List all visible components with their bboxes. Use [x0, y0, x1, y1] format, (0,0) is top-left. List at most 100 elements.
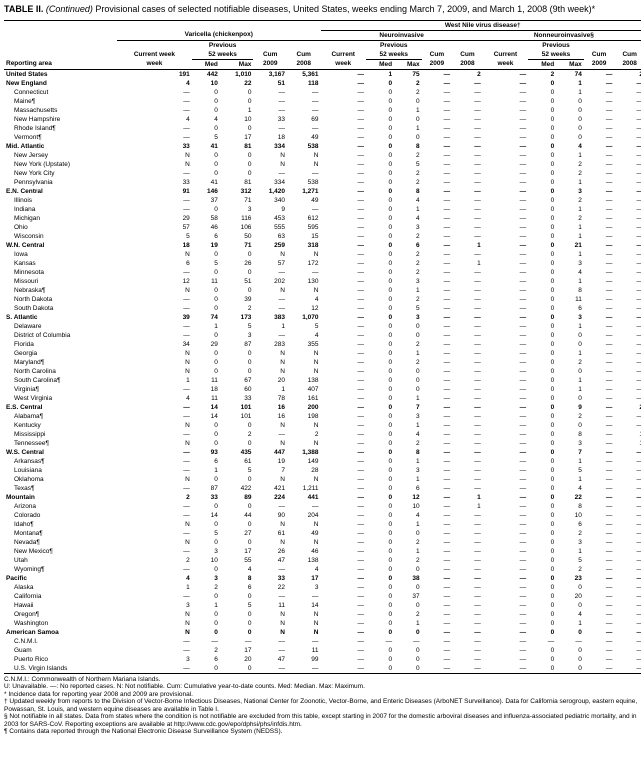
- data-cell: —: [422, 637, 453, 646]
- data-cell: 0: [366, 511, 394, 520]
- table-row: Maryland¶N00NN—02———02——: [4, 358, 641, 367]
- data-cell: N: [117, 520, 192, 529]
- data-cell: —: [452, 187, 483, 196]
- data-cell: —: [422, 556, 453, 565]
- data-cell: 37: [394, 592, 422, 601]
- data-cell: 5: [220, 466, 254, 475]
- col-max-2: Max: [394, 59, 422, 69]
- data-cell: N: [117, 619, 192, 628]
- data-cell: 0: [366, 151, 394, 160]
- data-cell: —: [422, 124, 453, 133]
- data-cell: N: [253, 151, 287, 160]
- data-cell: —: [321, 574, 366, 583]
- area-name: Ohio: [4, 223, 117, 232]
- data-cell: 0: [528, 349, 556, 358]
- area-name: Delaware: [4, 322, 117, 331]
- data-cell: 6: [556, 304, 584, 313]
- data-cell: —: [422, 205, 453, 214]
- data-cell: —: [452, 214, 483, 223]
- data-cell: 0: [192, 88, 220, 97]
- data-cell: —: [321, 421, 366, 430]
- data-cell: 0: [366, 115, 394, 124]
- data-cell: 0: [556, 340, 584, 349]
- data-cell: 75: [394, 69, 422, 79]
- data-cell: —: [422, 133, 453, 142]
- data-cell: 0: [366, 160, 394, 169]
- data-cell: 318: [287, 241, 321, 250]
- data-cell: 0: [528, 88, 556, 97]
- data-cell: —: [483, 250, 528, 259]
- data-cell: —: [483, 583, 528, 592]
- data-cell: N: [117, 610, 192, 619]
- data-cell: 0: [220, 502, 254, 511]
- area-name: Oklahoma: [4, 475, 117, 484]
- data-cell: 21: [556, 241, 584, 250]
- data-cell: 0: [366, 286, 394, 295]
- data-cell: —: [614, 88, 641, 97]
- data-cell: 0: [528, 664, 556, 674]
- area-name: W.S. Central: [4, 448, 117, 457]
- data-cell: 51: [220, 277, 254, 286]
- data-cell: 0: [366, 358, 394, 367]
- data-cell: 0: [366, 484, 394, 493]
- data-cell: —: [452, 430, 483, 439]
- data-cell: 0: [192, 169, 220, 178]
- data-cell: 26: [253, 547, 287, 556]
- data-cell: —: [287, 592, 321, 601]
- data-cell: —: [452, 349, 483, 358]
- data-cell: —: [422, 646, 453, 655]
- area-name: Pacific: [4, 574, 117, 583]
- data-cell: —: [253, 106, 287, 115]
- data-cell: 0: [366, 304, 394, 313]
- data-cell: 6: [394, 484, 422, 493]
- data-cell: 4: [192, 115, 220, 124]
- data-cell: —: [483, 439, 528, 448]
- data-cell: —: [422, 493, 453, 502]
- table-row: District of Columbia—03—4—00———00——: [4, 331, 641, 340]
- data-cell: —: [253, 331, 287, 340]
- table-title: TABLE II. (Continued) Provisional cases …: [4, 4, 641, 16]
- data-cell: 0: [528, 241, 556, 250]
- data-cell: —: [614, 268, 641, 277]
- data-cell: —: [452, 367, 483, 376]
- data-cell: —: [452, 385, 483, 394]
- data-cell: —: [321, 637, 366, 646]
- data-cell: 5,361: [287, 69, 321, 79]
- data-cell: —: [483, 97, 528, 106]
- area-name: Utah: [4, 556, 117, 565]
- data-cell: 67: [220, 376, 254, 385]
- data-cell: 0: [556, 133, 584, 142]
- area-name: Mountain: [4, 493, 117, 502]
- data-cell: 0: [528, 610, 556, 619]
- footnote-line: † Updated weekly from reports to the Div…: [4, 698, 641, 713]
- data-cell: 0: [394, 133, 422, 142]
- data-cell: —: [614, 511, 641, 520]
- data-cell: —: [452, 601, 483, 610]
- col-max-1: Max: [220, 59, 254, 69]
- data-cell: —: [287, 106, 321, 115]
- data-cell: 2: [117, 556, 192, 565]
- data-cell: 0: [366, 610, 394, 619]
- data-cell: 6: [220, 583, 254, 592]
- data-cell: N: [287, 421, 321, 430]
- data-cell: —: [287, 502, 321, 511]
- data-cell: 87: [220, 340, 254, 349]
- data-cell: 3: [556, 187, 584, 196]
- data-cell: 422: [220, 484, 254, 493]
- data-cell: —: [321, 664, 366, 674]
- data-cell: 0: [556, 601, 584, 610]
- area-name: Minnesota: [4, 268, 117, 277]
- data-cell: 0: [528, 520, 556, 529]
- data-cell: —: [614, 97, 641, 106]
- data-cell: 0: [366, 232, 394, 241]
- data-cell: 23: [556, 574, 584, 583]
- data-cell: N: [287, 475, 321, 484]
- data-cell: —: [584, 286, 615, 295]
- data-cell: N: [253, 358, 287, 367]
- data-cell: N: [287, 520, 321, 529]
- prev-3: Previous: [528, 40, 584, 50]
- data-cell: 2: [528, 69, 556, 79]
- data-cell: 0: [220, 610, 254, 619]
- data-cell: —: [253, 295, 287, 304]
- data-cell: 74: [192, 313, 220, 322]
